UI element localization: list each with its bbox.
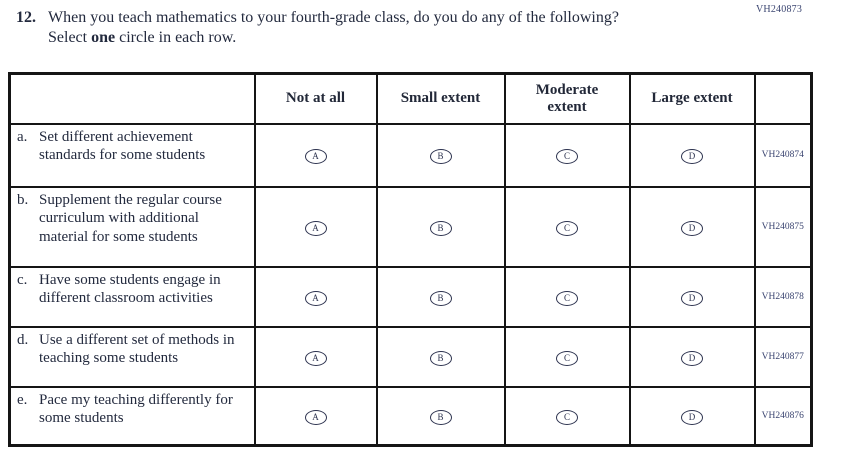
row-label: d. Use a different set of methods in tea…	[8, 325, 256, 388]
cell-large-extent: D	[628, 325, 756, 388]
question-text-part2: circle in each row.	[115, 29, 237, 47]
option-bubble-c[interactable]: C	[556, 149, 578, 164]
cell-small-extent: B	[375, 185, 506, 268]
option-bubble-d[interactable]: D	[681, 149, 703, 164]
option-bubble-b[interactable]: B	[429, 350, 452, 366]
table-row-c: c. Have some students engage in differen…	[8, 265, 813, 328]
row-text: Use a different set of methods in teachi…	[39, 331, 235, 367]
option-bubble-c[interactable]: C	[556, 409, 578, 425]
row-letter: b.	[17, 191, 29, 208]
question-text-part1: When you teach mathematics to your fourt…	[48, 9, 619, 47]
question-text-bold: one	[91, 29, 116, 47]
header-empty-code	[753, 72, 813, 125]
option-bubble-b[interactable]: B	[429, 290, 452, 306]
response-table: Not at all Small extent Moderate extent …	[8, 72, 813, 447]
cell-small-extent: B	[375, 265, 506, 328]
option-bubble-d[interactable]: D	[681, 290, 703, 306]
cell-not-at-all: A	[253, 122, 378, 188]
row-code: VH240875	[753, 185, 813, 268]
row-label: e. Pace my teaching differently for some…	[8, 385, 256, 447]
option-bubble-a[interactable]: A	[304, 149, 327, 164]
cell-moderate-extent: C	[503, 325, 631, 388]
row-code: VH240876	[753, 385, 813, 447]
question-number: 12.	[16, 9, 36, 26]
question-text: When you teach mathematics to your fourt…	[48, 8, 654, 49]
header-empty-label	[8, 72, 256, 125]
cell-moderate-extent: C	[503, 265, 631, 328]
table-row-e: e. Pace my teaching differently for some…	[8, 385, 813, 447]
option-bubble-a[interactable]: A	[304, 220, 327, 236]
cell-moderate-extent: C	[503, 122, 631, 188]
table-row-a: a. Set different achievement standards f…	[8, 122, 813, 188]
cell-small-extent: B	[375, 385, 506, 447]
cell-not-at-all: A	[253, 265, 378, 328]
table-row-b: b. Supplement the regular course curricu…	[8, 185, 813, 268]
cell-moderate-extent: C	[503, 385, 631, 447]
row-letter: e.	[17, 391, 28, 408]
column-header-small-extent: Small extent	[375, 72, 506, 125]
row-label: b. Supplement the regular course curricu…	[8, 185, 256, 268]
option-bubble-b[interactable]: B	[429, 409, 452, 425]
cell-large-extent: D	[628, 385, 756, 447]
row-label: c. Have some students engage in differen…	[8, 265, 256, 328]
option-bubble-a[interactable]: A	[304, 290, 327, 306]
row-letter: a.	[17, 128, 28, 145]
row-label: a. Set different achievement standards f…	[8, 122, 256, 188]
option-bubble-d[interactable]: D	[681, 220, 703, 236]
page-accession-code: VH240873	[756, 4, 803, 15]
cell-not-at-all: A	[253, 185, 378, 268]
row-code: VH240877	[753, 325, 813, 388]
row-text: Set different achievement standards for …	[39, 128, 206, 164]
option-bubble-d[interactable]: D	[681, 409, 703, 425]
option-bubble-a[interactable]: A	[304, 409, 327, 425]
option-bubble-d[interactable]: D	[681, 350, 703, 366]
option-bubble-c[interactable]: C	[556, 350, 578, 366]
cell-not-at-all: A	[253, 325, 378, 388]
option-bubble-a[interactable]: A	[304, 350, 327, 366]
row-code: VH240874	[753, 122, 813, 188]
option-bubble-c[interactable]: C	[556, 220, 578, 236]
cell-large-extent: D	[628, 265, 756, 328]
cell-small-extent: B	[375, 122, 506, 188]
row-letter: c.	[17, 271, 28, 288]
row-text: Supplement the regular course curriculum…	[39, 191, 222, 246]
row-code: VH240878	[753, 265, 813, 328]
cell-small-extent: B	[375, 325, 506, 388]
row-text: Pace my teaching differently for some st…	[39, 391, 233, 427]
row-text: Have some students engage in different c…	[39, 271, 221, 307]
option-bubble-c[interactable]: C	[556, 290, 578, 306]
cell-large-extent: D	[628, 185, 756, 268]
column-header-large-extent: Large extent	[628, 72, 756, 125]
table-row-d: d. Use a different set of methods in tea…	[8, 325, 813, 388]
cell-not-at-all: A	[253, 385, 378, 447]
cell-moderate-extent: C	[503, 185, 631, 268]
row-letter: d.	[17, 331, 29, 348]
option-bubble-b[interactable]: B	[429, 149, 452, 164]
header-row: Not at all Small extent Moderate extent …	[8, 72, 813, 125]
column-header-not-at-all: Not at all	[253, 72, 378, 125]
cell-large-extent: D	[628, 122, 756, 188]
option-bubble-b[interactable]: B	[429, 220, 452, 236]
column-header-moderate-extent: Moderate extent	[503, 72, 631, 125]
question-block: 12. When you teach mathematics to your f…	[16, 8, 654, 49]
